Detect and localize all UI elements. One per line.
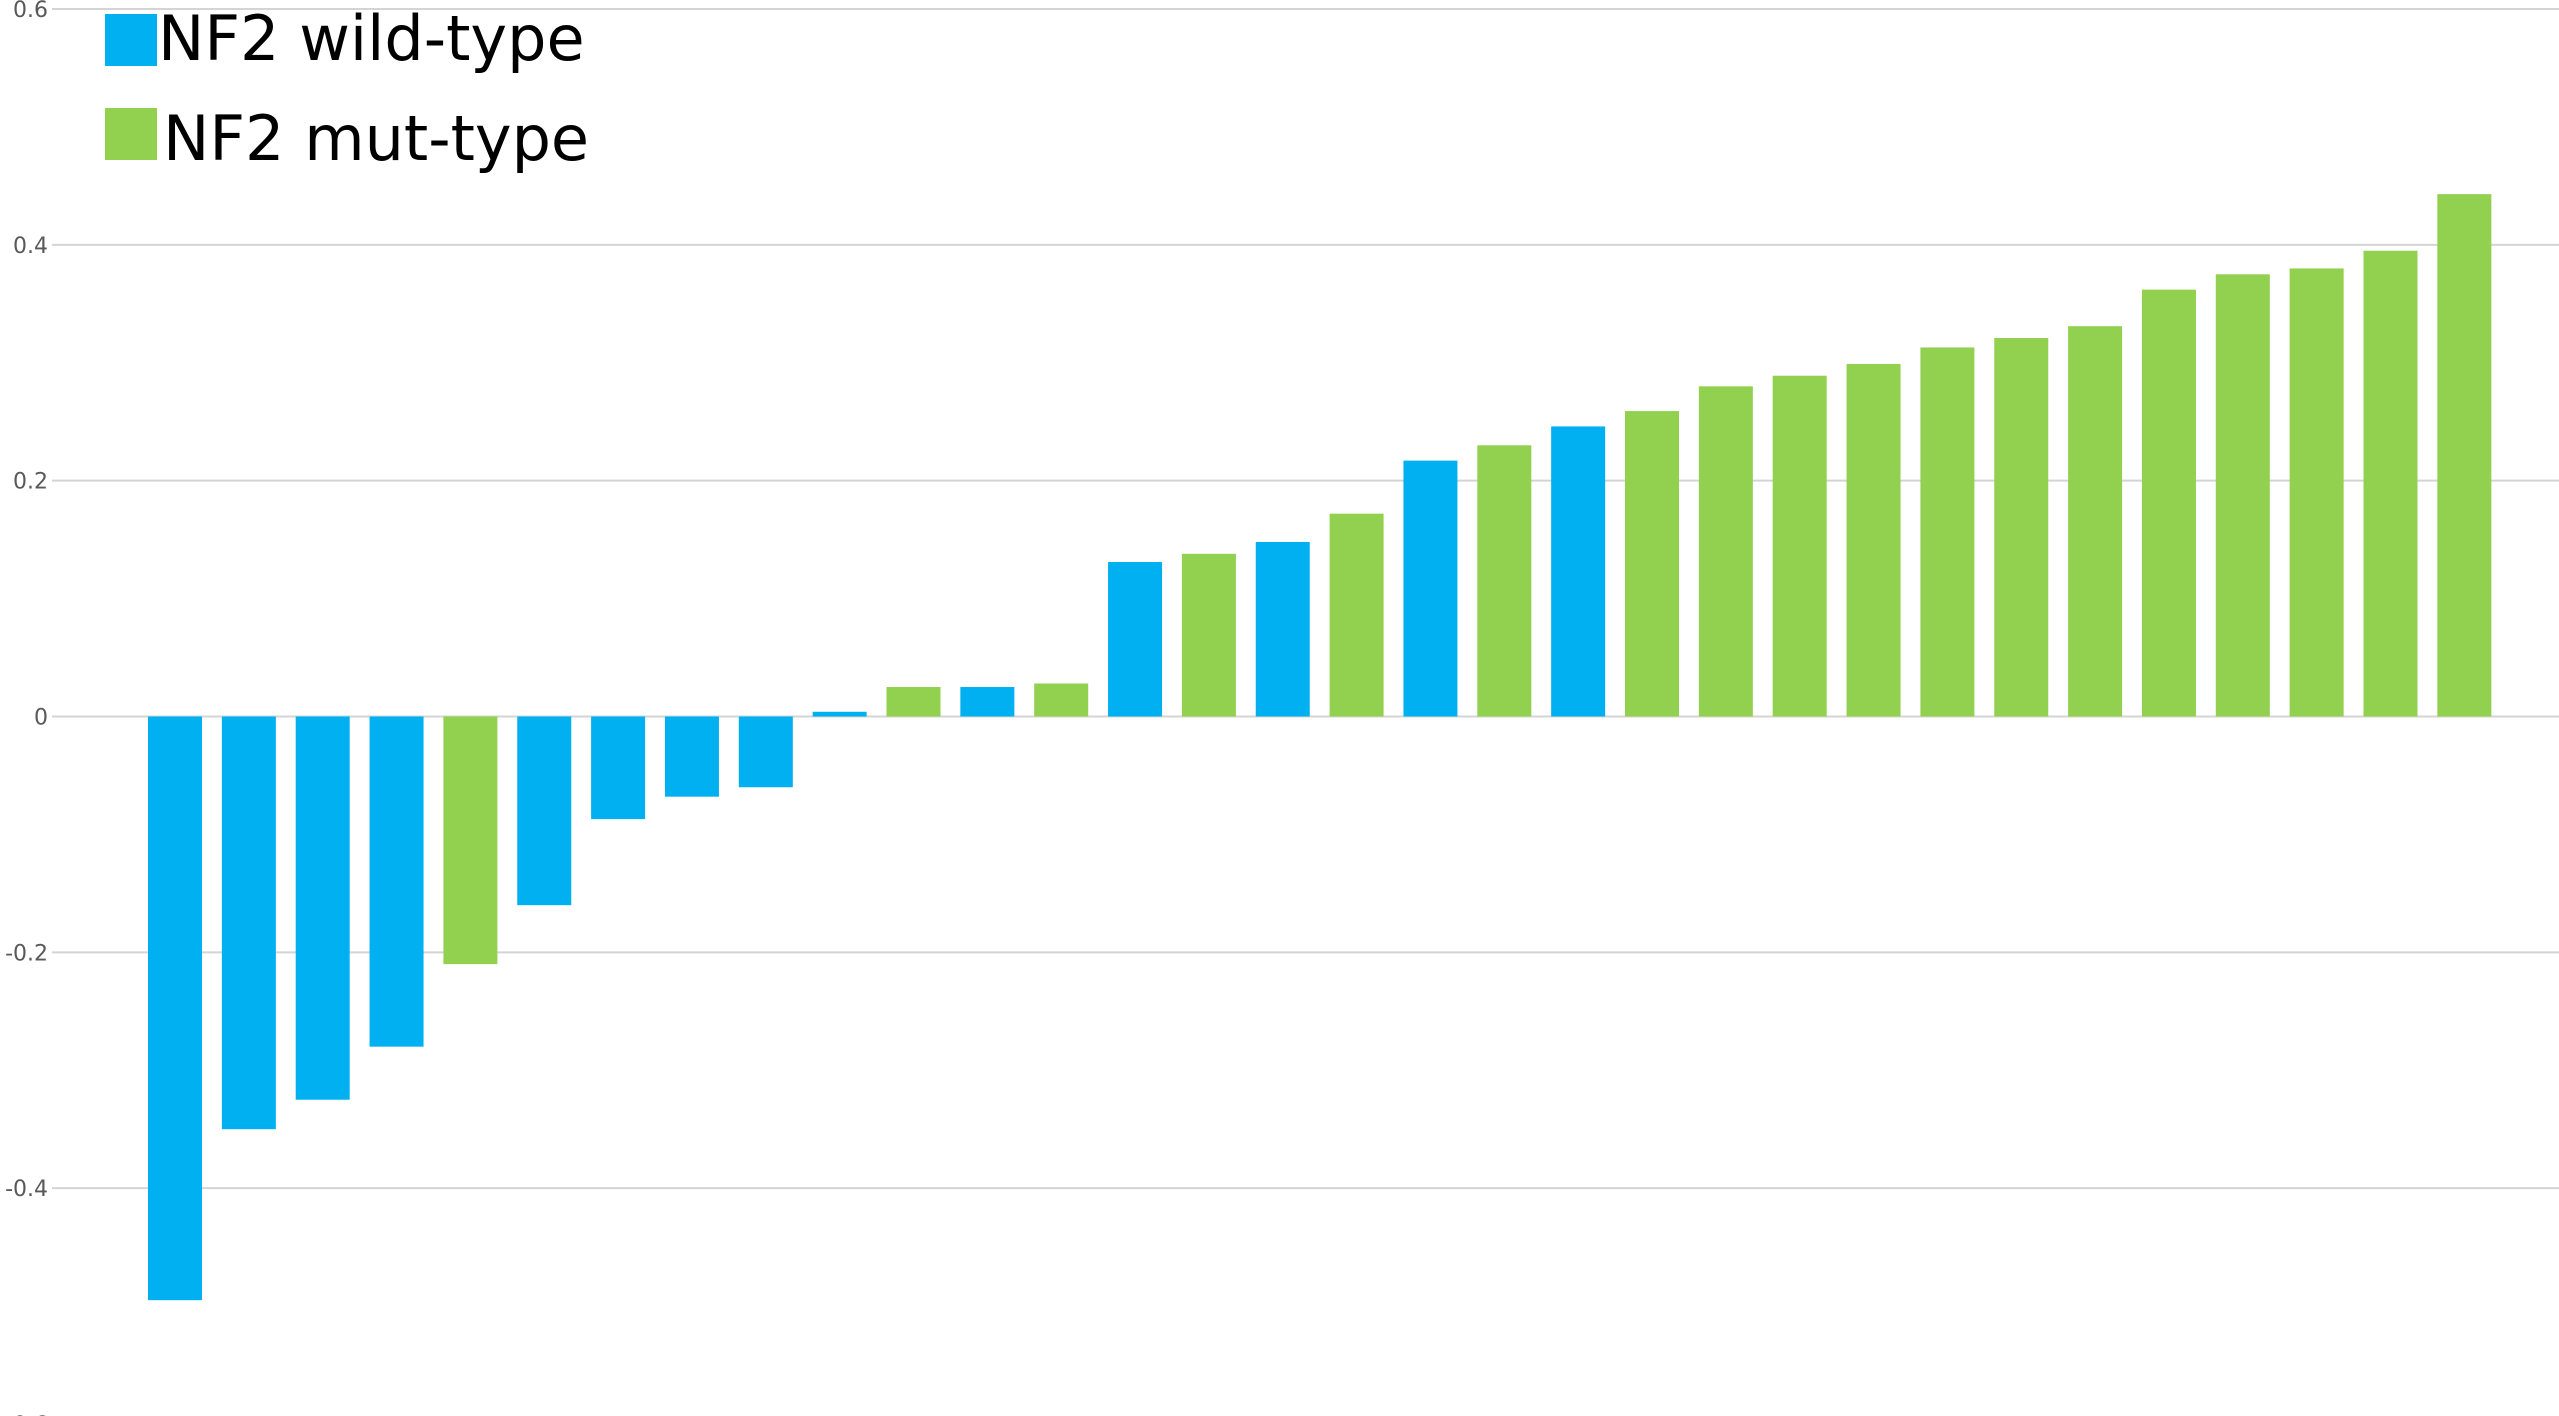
bar bbox=[2289, 268, 2344, 717]
y-tick-label: -0.4 bbox=[5, 1177, 48, 1202]
bar bbox=[148, 716, 202, 1301]
bar bbox=[812, 711, 867, 717]
bar bbox=[738, 716, 793, 788]
y-tick-label: 0.2 bbox=[13, 470, 48, 495]
bar bbox=[2363, 250, 2418, 717]
y-tick-label: 0.4 bbox=[13, 234, 48, 259]
bar bbox=[886, 687, 941, 717]
bar bbox=[591, 716, 646, 820]
bar bbox=[1255, 541, 1310, 717]
bar bbox=[1846, 363, 1901, 717]
bar bbox=[221, 716, 276, 1130]
y-tick-label: -0.6 bbox=[5, 1413, 48, 1416]
bar bbox=[295, 716, 350, 1100]
bar bbox=[2141, 289, 2196, 717]
bar bbox=[2437, 194, 2492, 717]
bar bbox=[1698, 386, 1753, 717]
bar bbox=[2215, 274, 2270, 717]
bar bbox=[1625, 411, 1679, 717]
bar bbox=[664, 716, 719, 797]
bar bbox=[1477, 445, 1532, 717]
legend: NF2 wild-type NF2 mut-type bbox=[105, 2, 589, 175]
bar bbox=[1403, 460, 1458, 717]
bar bbox=[1329, 513, 1384, 717]
y-tick-label: 0 bbox=[34, 706, 48, 731]
y-tick-label: 0.6 bbox=[13, 0, 48, 23]
bar bbox=[1108, 562, 1163, 717]
bars bbox=[148, 194, 2492, 1301]
y-axis-tick-labels: 0.6 0.4 0.2 0 -0.2 -0.4 -0.6 bbox=[5, 0, 48, 1416]
legend-swatch-mut-type bbox=[105, 108, 157, 160]
legend-swatch-wild-type bbox=[105, 14, 157, 66]
y-tick-label: -0.2 bbox=[5, 941, 48, 966]
bar bbox=[1994, 337, 2049, 717]
bar bbox=[2068, 326, 2123, 717]
bar bbox=[960, 687, 1015, 717]
bar bbox=[517, 716, 572, 906]
legend-label-wild-type: NF2 wild-type bbox=[158, 2, 585, 75]
bar bbox=[1551, 426, 1606, 717]
bar bbox=[369, 716, 424, 1047]
bar bbox=[1772, 375, 1827, 717]
legend-label-mut-type: NF2 mut-type bbox=[163, 102, 589, 175]
bar bbox=[1034, 683, 1089, 717]
bar bbox=[1181, 553, 1236, 717]
bar bbox=[443, 716, 498, 965]
bar bbox=[1920, 347, 1975, 717]
